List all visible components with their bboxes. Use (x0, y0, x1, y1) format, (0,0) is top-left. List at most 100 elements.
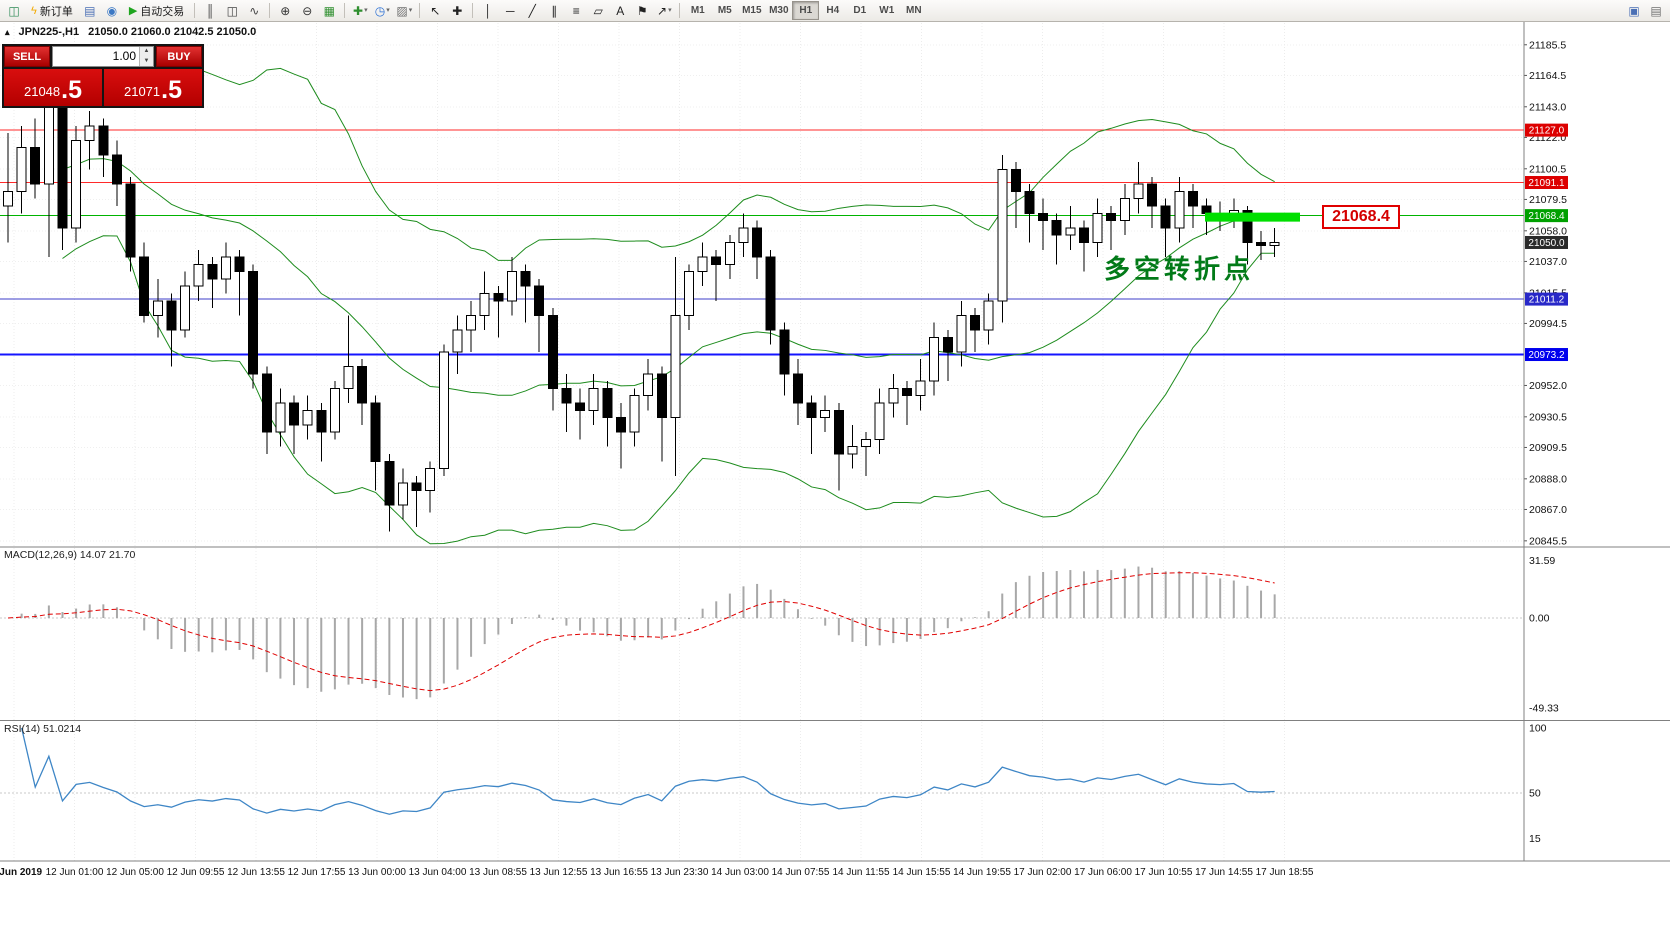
candle (261, 373, 272, 433)
candle (1078, 227, 1089, 243)
periods-icon[interactable]: ◷ ▾ (374, 3, 390, 18)
timeframe-button-m30[interactable]: M30 (769, 5, 789, 16)
toolbar-separator (472, 3, 474, 18)
candle (248, 271, 259, 375)
line-chart-icon[interactable]: ∿ (249, 3, 260, 18)
auto-trading-button[interactable]: ▶ 自动交易 (123, 1, 190, 21)
timeframe-button-h1[interactable]: H1 (792, 1, 820, 20)
dock-chart-icon[interactable]: ▣ (1628, 3, 1640, 18)
indicators-dropdown-icon[interactable]: ▾ (364, 6, 368, 14)
rsi-line (20, 727, 1275, 815)
periods-dropdown-icon[interactable]: ▾ (386, 6, 390, 14)
arrow-label-icon[interactable]: ⚑ (636, 3, 648, 18)
new-chart-icon[interactable]: ◫ (8, 3, 20, 18)
zoom-in-icon[interactable]: ⊕ (280, 3, 291, 18)
volume-input[interactable]: 1.00 ▲ ▼ (52, 46, 154, 67)
toolbar-separator (269, 3, 271, 18)
price-badge (1525, 176, 1568, 190)
candlestick-chart-icon[interactable]: ◫ (226, 3, 238, 18)
candle (384, 460, 395, 506)
timeframe-button-m5[interactable]: M5 (717, 5, 732, 16)
tile-windows-icon[interactable]: ▦ (323, 3, 335, 18)
templates-icon[interactable]: ▨ ▾ (396, 3, 413, 18)
candle (1269, 241, 1280, 246)
timeframe-button-m15[interactable]: M15 (742, 5, 762, 16)
bollinger-upper-band (62, 57, 1275, 261)
new-order-button-label: 新订单 (39, 5, 73, 18)
crosshair-icon[interactable]: ✚ (452, 3, 463, 18)
price-axis-label: 20888.0 (1529, 473, 1567, 485)
timeframe-button-h4[interactable]: H4 (826, 5, 840, 16)
candle (479, 293, 490, 316)
candle (983, 300, 994, 331)
fibonacci-icon[interactable]: ≡ (572, 3, 580, 18)
toolbar-separator (344, 3, 346, 18)
toolbar-separator (419, 3, 421, 18)
market-watch-icon[interactable]: ◉ (106, 3, 118, 18)
time-axis-label: 14 Jun 15:55 (893, 867, 951, 878)
candle (997, 169, 1008, 302)
candle (139, 256, 150, 316)
candle (220, 256, 231, 280)
time-axis-label: 12 Jun 09:55 (167, 867, 225, 878)
time-axis-label: 12 Jun 05:00 (106, 867, 164, 878)
buy-button[interactable]: BUY (156, 46, 202, 67)
highlight-bar-annotation[interactable] (1205, 212, 1300, 222)
volume-up-arrow[interactable]: ▲ (140, 47, 153, 57)
equidistant-channel-icon[interactable]: ∥ (551, 3, 558, 18)
zoom-out-icon[interactable]: ⊖ (302, 3, 313, 18)
ohlc-values: 21050.0 21060.0 21042.5 21050.0 (88, 26, 257, 38)
price-badge-label: 21091.1 (1528, 178, 1565, 189)
time-axis-label: 14 Jun 07:55 (772, 867, 830, 878)
trendline-icon[interactable]: ╱ (528, 3, 536, 18)
vertical-line-icon[interactable]: │ (484, 3, 493, 18)
candle (806, 402, 817, 419)
timeframe-button-mn[interactable]: MN (906, 5, 922, 16)
cursor-icon[interactable]: ↖ (430, 3, 441, 18)
indicators-icon[interactable]: ✚ ▾ (353, 3, 368, 18)
volume-down-arrow[interactable]: ▼ (140, 56, 153, 66)
candle (1051, 220, 1062, 236)
time-axis-label: 13 Jun 23:30 (651, 867, 709, 878)
sell-button[interactable]: SELL (4, 46, 50, 67)
candle (275, 402, 286, 433)
candle (1010, 169, 1021, 192)
chart-list-icon[interactable]: ▤ (1650, 3, 1662, 18)
collapse-panel-icon[interactable]: ▴ (5, 26, 10, 37)
timeframe-button-w1[interactable]: W1 (879, 5, 895, 16)
charts-window-icon[interactable]: ▤ (84, 3, 96, 18)
bar-chart-icon[interactable]: ║ (206, 3, 215, 18)
candle (452, 329, 463, 353)
templates-dropdown-icon[interactable]: ▾ (408, 6, 413, 14)
shapes-icon[interactable]: ▱ (593, 3, 603, 18)
price-axis[interactable]: 21185.521164.521143.021122.021100.521079… (1524, 39, 1568, 845)
price-level-label[interactable]: 21068.4 (1322, 205, 1400, 229)
candle (888, 387, 899, 404)
sell-price-box[interactable]: 21048 .5 (4, 69, 102, 106)
text-icon[interactable]: A (616, 3, 625, 18)
symbol-period-label: JPN225-,H1 (18, 26, 80, 38)
timeframe-button-d1[interactable]: D1 (853, 5, 867, 16)
candle (697, 256, 708, 273)
candle (3, 190, 13, 207)
price-axis-label: 20952.0 (1529, 380, 1567, 392)
timeframe-button-m1[interactable]: M1 (690, 5, 705, 16)
turning-point-annotation[interactable]: 多空转折点 (1104, 254, 1255, 284)
auto-trading-icon: ▶ (128, 5, 138, 17)
new-order-button[interactable]: ϟ 新订单 (25, 1, 79, 21)
toolbar-separator (194, 3, 196, 18)
candle (901, 387, 912, 397)
price-axis-label: 20909.5 (1529, 442, 1567, 454)
horizontal-line-icon[interactable]: ─ (506, 3, 515, 18)
candle (615, 417, 626, 433)
arrows-icon[interactable]: ↗ ▾ (657, 3, 672, 18)
volume-value[interactable]: 1.00 (112, 49, 136, 63)
rsi-axis-label: 15 (1529, 833, 1541, 845)
candle (30, 147, 41, 185)
buy-price-box[interactable]: 21071 .5 (104, 69, 202, 106)
candle (71, 139, 82, 229)
arrows-dropdown-icon[interactable]: ▾ (668, 6, 672, 14)
candle (411, 482, 422, 492)
